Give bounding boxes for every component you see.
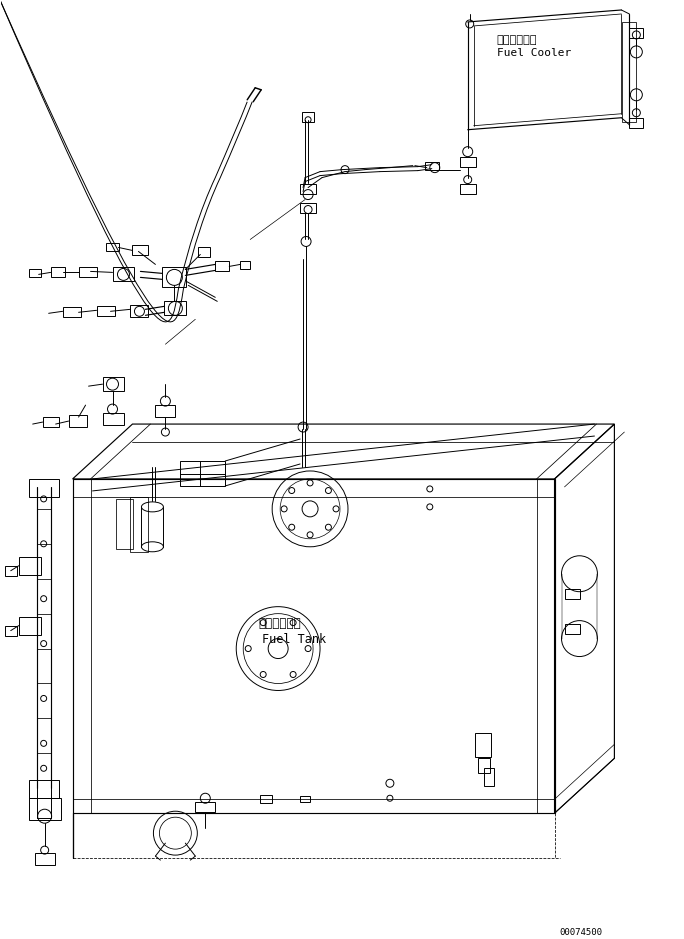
Bar (96, 306, 114, 316)
Bar (215, 261, 229, 271)
Bar (477, 759, 490, 774)
Bar (5, 625, 16, 636)
Bar (564, 623, 581, 634)
Bar (103, 377, 124, 392)
Bar (5, 566, 16, 576)
Bar (18, 557, 40, 575)
Bar (629, 117, 644, 128)
Text: フェルクーラ: フェルクーラ (497, 35, 537, 45)
Bar (460, 184, 475, 193)
Bar (29, 780, 59, 798)
Bar (484, 768, 494, 786)
Bar (63, 307, 81, 317)
Bar (460, 157, 475, 166)
Bar (425, 162, 439, 170)
Bar (79, 268, 96, 277)
Bar (155, 405, 175, 417)
Bar (196, 802, 215, 812)
Bar (29, 479, 59, 497)
Bar (240, 261, 250, 269)
Bar (475, 733, 490, 758)
Bar (564, 589, 581, 599)
Bar (622, 22, 636, 122)
Bar (162, 268, 186, 287)
Text: 00074500: 00074500 (560, 928, 603, 937)
Bar (164, 301, 186, 316)
Bar (42, 417, 59, 427)
Bar (35, 854, 55, 865)
Bar (18, 617, 40, 635)
Bar (29, 269, 40, 277)
Text: Fuel Cooler: Fuel Cooler (497, 48, 571, 58)
Bar (300, 203, 316, 212)
Bar (300, 796, 310, 802)
Bar (133, 245, 148, 255)
Bar (629, 28, 644, 38)
Bar (198, 248, 210, 257)
Text: フェルタンク: フェルタンク (258, 617, 301, 630)
Bar (131, 305, 148, 317)
Bar (260, 795, 272, 803)
Bar (116, 499, 133, 548)
Bar (105, 243, 120, 252)
Bar (300, 184, 316, 193)
Bar (51, 268, 64, 277)
Text: Fuel Tank: Fuel Tank (262, 633, 326, 646)
Bar (302, 112, 314, 122)
Bar (29, 798, 61, 820)
Bar (68, 415, 87, 427)
Bar (131, 497, 148, 552)
Bar (181, 461, 225, 485)
Bar (112, 268, 135, 282)
Bar (103, 413, 124, 425)
